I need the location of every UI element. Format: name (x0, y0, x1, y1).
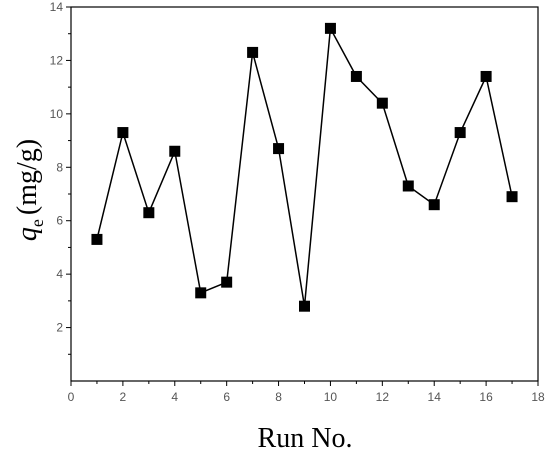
x-axis-label: Run No. (258, 423, 353, 452)
y-tick-label: 8 (56, 160, 63, 174)
x-tick-label: 8 (275, 390, 282, 404)
data-point (428, 199, 440, 211)
plot-frame (70, 6, 539, 382)
data-point (273, 143, 285, 155)
y-axis-label-symbol: q (12, 227, 43, 241)
x-tick-label: 18 (531, 390, 545, 404)
y-tick-label: 14 (50, 0, 64, 14)
y-tick-label: 2 (56, 321, 63, 335)
data-point (454, 127, 466, 139)
data-point (91, 233, 103, 245)
x-tick-label: 10 (324, 390, 338, 404)
data-point (376, 97, 388, 109)
data-point (324, 22, 336, 34)
x-tick-label: 12 (376, 390, 390, 404)
x-tick-label: 14 (428, 390, 442, 404)
y-axis-label-unit: (mg/g) (12, 139, 43, 215)
x-tick-label: 2 (120, 390, 127, 404)
y-tick-label: 10 (50, 107, 64, 121)
plot-area (91, 22, 518, 312)
data-point (117, 127, 129, 139)
data-point (350, 70, 362, 82)
data-point (506, 191, 518, 203)
x-tick-label: 16 (479, 390, 493, 404)
axes: 0 2 4 6 8 10 12 14 16 18 2 4 6 8 10 12 14 (50, 0, 545, 404)
y-tick-label: 4 (56, 267, 63, 281)
y-tick-label: 6 (56, 214, 63, 228)
data-point (299, 300, 310, 312)
y-axis-label-subscript: e (27, 219, 47, 227)
data-point (143, 207, 155, 219)
data-point (480, 70, 492, 82)
data-point (247, 46, 259, 58)
y-tick-label: 12 (50, 53, 64, 67)
data-point (221, 276, 233, 288)
data-point (169, 145, 181, 157)
x-tick-label: 0 (68, 390, 75, 404)
data-point (195, 287, 207, 299)
data-point (402, 180, 414, 192)
x-tick-label: 4 (171, 390, 178, 404)
series-line (96, 25, 513, 307)
x-tick-label: 6 (223, 390, 230, 404)
y-axis-label: qe (mg/g) (12, 139, 47, 241)
